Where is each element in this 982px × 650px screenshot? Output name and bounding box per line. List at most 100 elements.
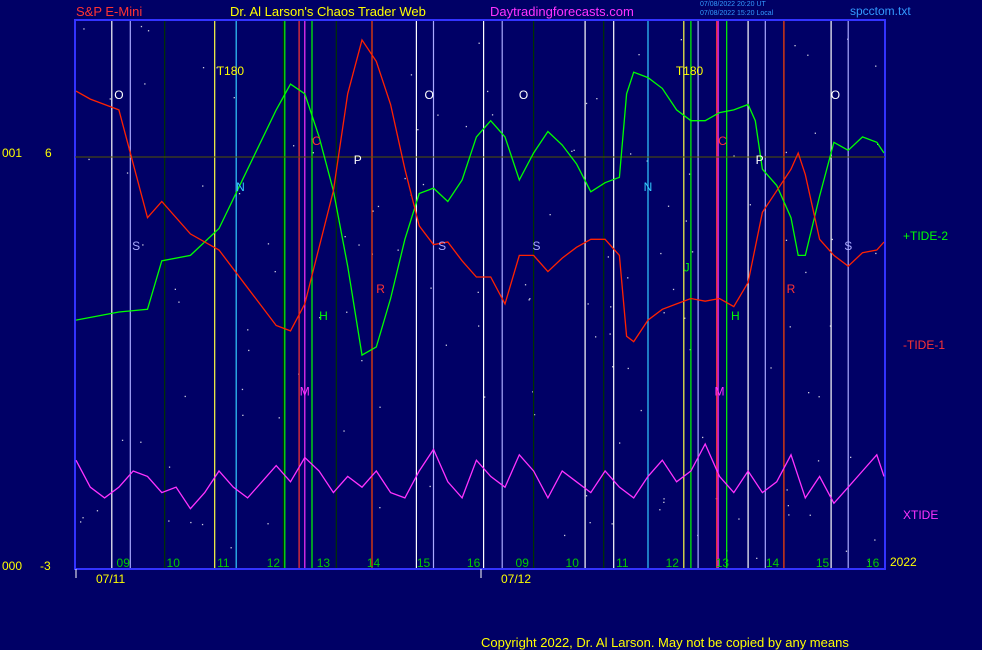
hour-tick-label: 14 bbox=[367, 556, 381, 570]
star-dot bbox=[850, 456, 852, 458]
star-dot bbox=[814, 132, 816, 134]
top-label: T180 bbox=[676, 64, 704, 78]
star-dot bbox=[140, 441, 142, 443]
star-dot bbox=[429, 485, 431, 488]
star-dot bbox=[663, 312, 665, 314]
star-dot bbox=[663, 498, 665, 500]
star-dot bbox=[585, 495, 588, 497]
star-dot bbox=[573, 149, 575, 151]
hour-labels: 09 10 11 12 13 14 15 16 09 10 11 12 13 14 15 16 bbox=[117, 556, 880, 570]
star-dot bbox=[343, 430, 345, 432]
star-dot bbox=[404, 177, 406, 180]
star-dot bbox=[278, 417, 280, 419]
star-dot bbox=[845, 550, 848, 552]
star-dot bbox=[738, 518, 740, 520]
star-dot bbox=[667, 205, 670, 207]
star-dot bbox=[358, 244, 360, 246]
star-dot bbox=[640, 409, 642, 412]
event-markers: O N S C P R H M O S O S N J C P R H M O S bbox=[114, 88, 852, 398]
top-label: T180 bbox=[217, 64, 245, 78]
star-dot bbox=[611, 523, 613, 525]
timestamp-ut: 07/08/2022 20:20 UT bbox=[700, 1, 766, 8]
star-dot bbox=[684, 317, 686, 319]
star-dot bbox=[660, 252, 662, 255]
star-dot bbox=[174, 288, 176, 290]
year-label: 2022 bbox=[890, 555, 917, 569]
event-marker: N bbox=[644, 180, 653, 194]
hour-tick-label: 10 bbox=[566, 556, 580, 570]
star-dot bbox=[663, 501, 665, 503]
site-url[interactable]: Daytradingforecasts.com bbox=[490, 4, 634, 19]
star-dot bbox=[147, 30, 150, 32]
star-dot bbox=[612, 366, 614, 368]
star-dot bbox=[379, 507, 381, 509]
star-dot bbox=[377, 205, 380, 208]
star-dot bbox=[319, 317, 321, 319]
star-dot bbox=[646, 160, 648, 162]
star-dot bbox=[312, 152, 314, 154]
star-dot bbox=[484, 396, 486, 398]
event-marker: H bbox=[731, 309, 740, 323]
star-dot bbox=[585, 102, 588, 105]
plot-frame bbox=[74, 19, 886, 570]
star-dot bbox=[201, 523, 204, 526]
star-dot bbox=[379, 406, 381, 408]
series-group bbox=[75, 38, 885, 510]
hour-tick-label: 16 bbox=[866, 556, 880, 570]
star-dot bbox=[478, 325, 480, 327]
hour-tick-label: 12 bbox=[267, 556, 281, 570]
legend-xtide: XTIDE bbox=[903, 508, 939, 522]
timestamp-local: 07/08/2022 15:20 Local bbox=[700, 10, 774, 17]
star-dot bbox=[787, 505, 789, 507]
hour-tick-label: 13 bbox=[716, 556, 730, 570]
star-dot bbox=[807, 54, 809, 56]
star-dot bbox=[532, 391, 534, 393]
star-dot bbox=[829, 325, 832, 327]
y-tick-left-top: 001 bbox=[2, 146, 23, 160]
event-marker: P bbox=[756, 153, 764, 167]
star-dot bbox=[809, 514, 811, 516]
star-dot bbox=[83, 28, 85, 30]
y-tick-right-top: 6 bbox=[45, 146, 52, 160]
star-dot bbox=[168, 520, 170, 522]
star-dot bbox=[178, 301, 180, 303]
star-dot bbox=[756, 557, 758, 559]
star-dot bbox=[346, 311, 348, 313]
star-dot bbox=[361, 360, 363, 362]
date-label-2: 07/12 bbox=[501, 572, 531, 586]
series-line-xtide bbox=[75, 442, 885, 510]
star-dot bbox=[478, 42, 480, 44]
star-dot bbox=[216, 67, 218, 69]
hour-tick-label: 09 bbox=[516, 556, 530, 570]
star-dot bbox=[564, 534, 566, 537]
event-marker: R bbox=[376, 282, 385, 296]
star-dot bbox=[638, 54, 640, 56]
series-line-tide-1 bbox=[75, 38, 885, 343]
event-marker: S bbox=[532, 239, 540, 253]
star-dot bbox=[808, 392, 810, 394]
hour-tick-label: 12 bbox=[666, 556, 680, 570]
event-marker: C bbox=[718, 134, 727, 148]
star-dot bbox=[749, 204, 751, 206]
top-labels: T180 T180 bbox=[217, 64, 704, 78]
copyright-notice: Copyright 2022, Dr. Al Larson. May not b… bbox=[481, 635, 849, 650]
star-dot bbox=[430, 287, 432, 289]
star-dot bbox=[248, 349, 250, 352]
hour-tick-label: 09 bbox=[117, 556, 131, 570]
hour-tick-label: 13 bbox=[317, 556, 331, 570]
event-marker: O bbox=[831, 88, 840, 102]
star-dot bbox=[685, 220, 687, 222]
event-marker: O bbox=[114, 88, 123, 102]
star-dot bbox=[875, 252, 877, 255]
event-marker: S bbox=[844, 239, 852, 253]
star-dot bbox=[549, 214, 551, 216]
event-marker: H bbox=[319, 309, 328, 323]
event-lines bbox=[111, 21, 849, 568]
star-dot bbox=[267, 243, 270, 245]
star-dot bbox=[607, 256, 609, 258]
star-dot bbox=[126, 172, 129, 174]
y-tick-left-bottom: 000 bbox=[2, 559, 23, 573]
star-dot bbox=[818, 396, 820, 398]
hour-tick-label: 15 bbox=[417, 556, 431, 570]
